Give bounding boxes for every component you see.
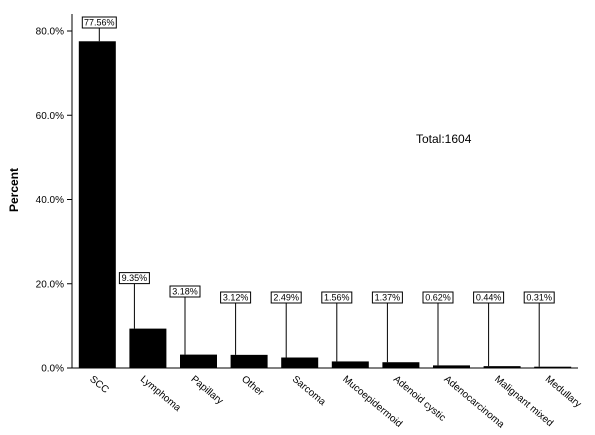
bar-papillary xyxy=(180,354,217,368)
data-label: 77.56% xyxy=(84,18,115,28)
data-label-box xyxy=(270,291,302,304)
y-axis-label: Percent xyxy=(7,168,21,212)
data-label-box xyxy=(169,285,201,298)
data-label: 1.37% xyxy=(375,293,401,303)
bar-mucoepidermoid xyxy=(331,361,369,368)
data-label-box xyxy=(321,291,353,304)
data-label-box xyxy=(371,291,403,304)
y-tick-label: 0.0% xyxy=(41,364,64,375)
bar-adenocarcinoma xyxy=(433,365,470,368)
y-tick-label: 80.0% xyxy=(36,27,64,38)
bar-malignant-mixed xyxy=(483,366,521,368)
data-label: 2.49% xyxy=(273,293,299,303)
data-label-box xyxy=(473,291,505,304)
data-label: 3.18% xyxy=(172,287,198,297)
data-label: 0.62% xyxy=(425,293,451,303)
bar-other xyxy=(230,354,268,368)
total-annotation: Total:1604 xyxy=(416,132,472,146)
y-tick-label: 40.0% xyxy=(36,195,64,206)
category-label: Other xyxy=(239,374,266,399)
category-label: Papillary xyxy=(189,374,225,407)
bars xyxy=(78,41,572,368)
bar-lymphoma xyxy=(129,328,167,368)
data-label-box xyxy=(220,291,252,304)
data-label: 0.44% xyxy=(476,293,502,303)
bar-scc xyxy=(78,41,116,368)
bar-sarcoma xyxy=(281,357,319,368)
data-label: 9.35% xyxy=(122,273,148,283)
bar-adenoid-cystic xyxy=(382,362,420,368)
data-label-box xyxy=(422,291,454,304)
data-label-box xyxy=(81,16,117,29)
y-axis-ticks: 0.0% 20.0% 40.0% 60.0% 80.0% xyxy=(36,27,72,375)
data-label-box xyxy=(118,272,150,285)
data-labels: 77.56% 9.35% 3.18% 3.12% 2.49% 1.56% 1.37% 0.62… xyxy=(81,16,555,367)
data-label-box xyxy=(523,291,555,304)
data-label: 1.56% xyxy=(324,293,350,303)
category-label: Medullary xyxy=(543,374,583,410)
category-label: Sarcoma xyxy=(290,374,328,408)
bar-medullary xyxy=(534,366,572,368)
data-label: 3.12% xyxy=(223,293,249,303)
category-label: SCC xyxy=(87,374,110,396)
y-tick-label: 60.0% xyxy=(36,111,64,122)
data-label: 0.31% xyxy=(526,293,552,303)
category-label: Lymphoma xyxy=(138,374,183,414)
y-tick-label: 20.0% xyxy=(36,279,64,290)
x-axis-labels: SCC Lymphoma Papillary Other Sarcoma Mucoepid… xyxy=(87,374,583,431)
